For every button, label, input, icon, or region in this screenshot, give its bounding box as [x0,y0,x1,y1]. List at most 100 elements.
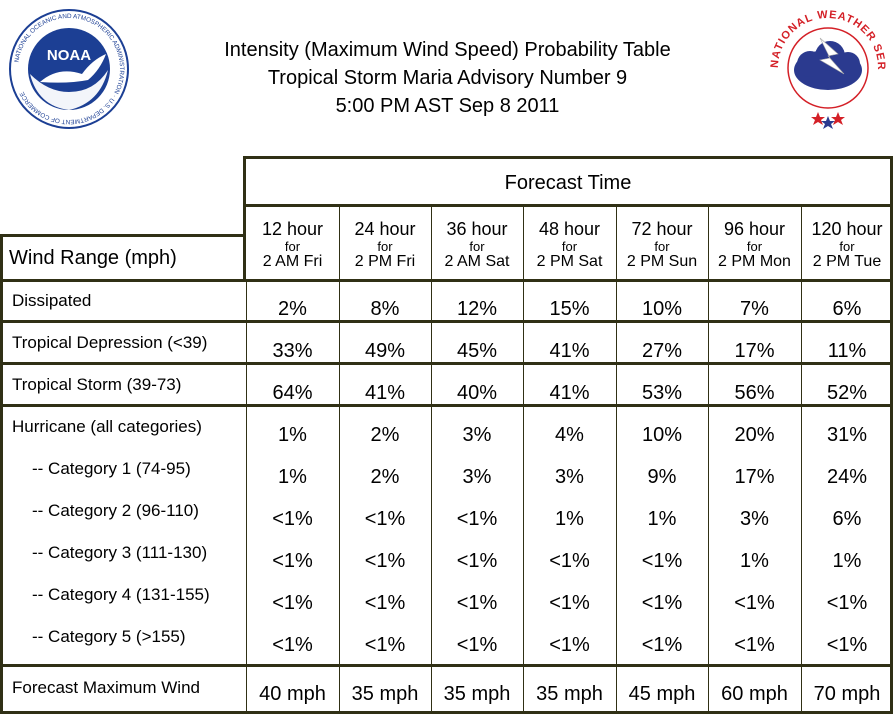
row-label: -- Category 4 (131-155) [32,585,210,604]
table-cell: <1% [734,634,775,656]
table-cell: 53% [641,382,683,404]
wind-range-label: Wind Range (mph) [9,247,177,269]
table-cell: <1% [641,634,683,656]
row-label: Tropical Storm (39-73) [12,375,182,394]
table-cell: 3% [462,424,492,446]
table-cell: 64% [272,382,313,404]
table-cell: 3% [740,508,769,530]
column-divider [708,282,709,664]
table-cell: 41% [364,382,406,404]
table-cell: <1% [364,508,406,530]
column-divider [431,282,432,664]
page-title: Intensity (Maximum Wind Speed) Probabili… [150,36,745,120]
column-divider [708,664,709,714]
column-time: 2 AM Sat [444,253,510,270]
column-time: 2 AM Fri [262,253,323,270]
header-divider [246,204,890,207]
forecast-max-wind-cell: 70 mph [813,683,881,705]
table-cell: 56% [734,382,775,404]
forecast-max-wind-cell: 35 mph [536,683,603,705]
column-time: 2 PM Mon [718,253,791,270]
table-cell: 31% [826,424,868,446]
table-cell: <1% [456,550,498,572]
table-cell: <1% [549,550,590,572]
column-time: 2 PM Sun [626,253,698,270]
table-cell: 2% [278,298,307,320]
table-cell: 1% [278,466,307,488]
table-cell: 1% [832,550,862,572]
row-label: Tropical Depression (<39) [12,333,208,352]
forecast-max-wind-cell: 35 mph [443,683,511,705]
row-divider [0,320,893,323]
table-cell: 1% [278,424,307,446]
column-divider [339,282,340,664]
table-cell: 9% [647,466,677,488]
noaa-text: NOAA [47,47,91,64]
table-cell: <1% [456,508,498,530]
column-for: for [839,239,855,254]
column-header: 48 hour for 2 PM Sat [523,219,616,271]
column-header: 24 hour for 2 PM Fri [339,219,431,271]
table-cell: 41% [549,382,590,404]
table-cell: 12% [456,298,498,320]
table-cell: 10% [641,424,683,446]
table-cell: 41% [549,340,590,362]
row-label: -- Category 1 (74-95) [32,459,191,478]
table-cell: 8% [370,298,400,320]
column-divider [801,282,802,664]
table-cell: 17% [734,340,775,362]
row-label: Dissipated [12,291,92,310]
table-cell: <1% [734,592,775,614]
title-line-1: Intensity (Maximum Wind Speed) Probabili… [224,39,671,61]
column-for: for [377,239,393,254]
noaa-logo: NOAA NATIONAL OCEANIC AND ATMOSPHERIC AD… [9,9,129,129]
table-cell: <1% [272,634,313,656]
column-time: 2 PM Sat [536,253,603,270]
column-header: 120 hour for 2 PM Tue [801,219,893,271]
table-cell: 2% [370,466,400,488]
column-for: for [654,239,670,254]
forecast-max-wind-cell: 45 mph [628,683,696,705]
column-divider [708,207,709,282]
table-cell: <1% [549,634,590,656]
column-hour: 120 hour [811,219,883,239]
table-cell: 49% [364,340,406,362]
table-cell: <1% [364,550,406,572]
table-cell: 1% [647,508,677,530]
forecast-max-wind-row [0,664,893,714]
table-cell: 40% [456,382,498,404]
table-cell: 1% [555,508,584,530]
column-hour: 48 hour [538,219,601,239]
column-divider [523,207,524,282]
column-divider [801,664,802,714]
column-divider [616,207,617,282]
table-cell: 3% [462,466,492,488]
column-hour: 72 hour [631,219,693,239]
table-cell: 3% [555,466,584,488]
column-divider [339,207,340,282]
table-cell: <1% [272,550,313,572]
column-time: 2 PM Tue [812,253,882,270]
nws-logo: NATIONAL WEATHER SERVICE [768,8,886,129]
table-cell: <1% [641,592,683,614]
table-cell: <1% [826,634,868,656]
table-cell: 17% [734,466,775,488]
forecast-time-label: Forecast Time [504,172,632,194]
table-cell: 27% [641,340,683,362]
row-label: -- Category 5 (>155) [32,627,186,646]
forecast-max-wind-cell: 40 mph [259,683,326,705]
row-divider [0,404,893,407]
column-divider [616,664,617,714]
table-cell: <1% [456,592,498,614]
table-cell: <1% [272,508,313,530]
row-label: Hurricane (all categories) [12,417,202,436]
table-cell: 7% [740,298,769,320]
forecast-max-wind-label: Forecast Maximum Wind [12,678,200,697]
title-line-2: Tropical Storm Maria Advisory Number 9 [267,67,628,89]
column-hour: 36 hour [446,219,508,239]
row-divider [0,362,893,365]
column-divider [339,664,340,714]
table-cell: 45% [456,340,498,362]
column-hour: 96 hour [723,219,786,239]
table-cell: <1% [456,634,498,656]
